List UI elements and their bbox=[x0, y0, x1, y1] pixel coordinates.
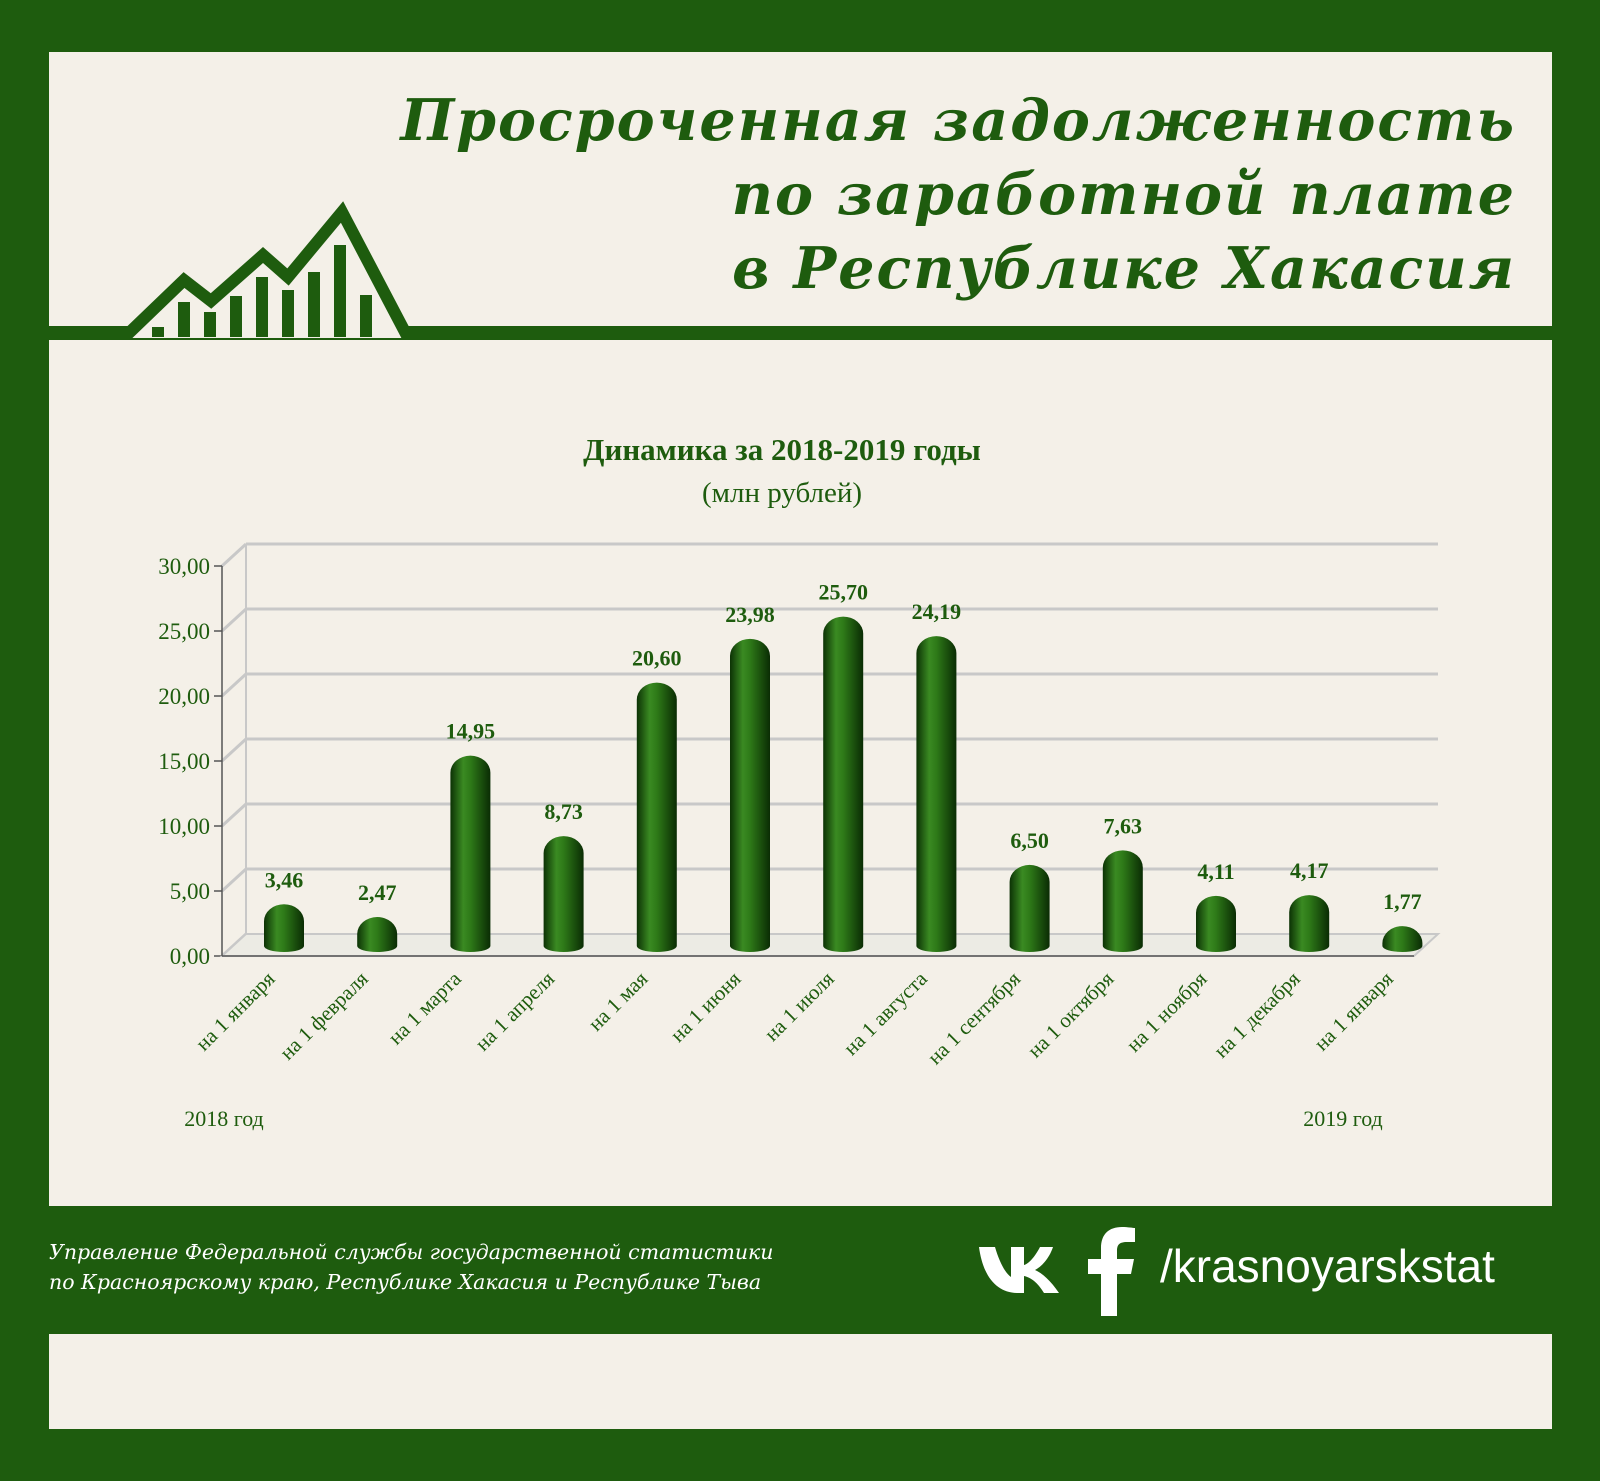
y-tick-label: 15,00 bbox=[158, 749, 210, 774]
bar bbox=[357, 917, 398, 952]
bar bbox=[543, 836, 584, 952]
x-tick-label: на 1 июля bbox=[759, 966, 839, 1046]
page-title: Просроченная задолженность по заработной… bbox=[400, 84, 1516, 306]
x-tick-label: на 1 декабря bbox=[1209, 966, 1305, 1062]
x-tick-label: на 1 января bbox=[1309, 966, 1398, 1055]
x-tick-label: на 1 апреля bbox=[470, 966, 559, 1055]
year-label-2019: 2019 год bbox=[1303, 1106, 1383, 1131]
data-label: 8,73 bbox=[544, 799, 583, 824]
x-tick-label: на 1 августа bbox=[839, 966, 933, 1060]
y-tick-label: 30,00 bbox=[158, 554, 210, 579]
data-label: 1,77 bbox=[1383, 889, 1422, 914]
data-label: 24,19 bbox=[912, 599, 962, 624]
bar bbox=[636, 682, 677, 952]
x-tick-label: на 1 мая bbox=[583, 966, 652, 1035]
x-tick-label: на 1 сентября bbox=[923, 966, 1026, 1069]
gridline-diagonal bbox=[220, 802, 248, 828]
social-handle[interactable]: /krasnoyarskstat bbox=[1160, 1240, 1495, 1292]
bar bbox=[264, 904, 304, 952]
chart-title: Динамика за 2018-2019 годы bbox=[583, 432, 981, 467]
footer-organization: Управление Федеральной службы государств… bbox=[49, 1237, 774, 1297]
bar bbox=[916, 636, 957, 952]
bottom-blank-panel bbox=[49, 1334, 1552, 1429]
chart-panel bbox=[49, 340, 1552, 1206]
bar bbox=[1196, 895, 1236, 952]
x-tick-label: на 1 октября bbox=[1023, 966, 1119, 1062]
bar bbox=[1102, 850, 1143, 952]
y-tick-label: 25,00 bbox=[158, 619, 210, 644]
x-tick-label: на 1 марта bbox=[383, 966, 466, 1049]
y-tick-label: 10,00 bbox=[158, 814, 210, 839]
title-line-2: по заработной плате bbox=[731, 161, 1516, 228]
header-panel bbox=[49, 52, 1552, 338]
gridline-diagonal bbox=[220, 737, 248, 763]
data-label: 25,70 bbox=[818, 580, 868, 605]
gridline-diagonal bbox=[220, 607, 248, 633]
data-label: 23,98 bbox=[725, 602, 775, 627]
title-line-1: Просроченная задолженность bbox=[400, 87, 1516, 154]
y-tick-label: 5,00 bbox=[170, 879, 210, 904]
facebook-icon[interactable] bbox=[1086, 1226, 1138, 1316]
bar bbox=[1289, 895, 1330, 952]
bar bbox=[1009, 864, 1050, 952]
chart-subtitle: (млн рублей) bbox=[702, 477, 862, 509]
x-tick-label: на 1 января bbox=[191, 966, 280, 1055]
data-label: 20,60 bbox=[632, 646, 682, 671]
bar bbox=[1382, 926, 1423, 952]
org-line-2: по Красноярскому краю, Республике Хакаси… bbox=[49, 1270, 762, 1294]
org-line-1: Управление Федеральной службы государств… bbox=[49, 1240, 774, 1264]
y-tick-label: 20,00 bbox=[158, 684, 210, 709]
x-tick-label: на 1 февраля bbox=[275, 966, 373, 1064]
data-label: 4,17 bbox=[1290, 858, 1329, 883]
bar-chart: Динамика за 2018-2019 годы (млн рублей) 0,… bbox=[158, 432, 1441, 1131]
x-tick-label: на 1 июня bbox=[665, 966, 745, 1046]
bar bbox=[450, 755, 491, 952]
data-label: 3,46 bbox=[265, 867, 304, 892]
x-tick-label: на 1 ноября bbox=[1121, 966, 1211, 1056]
rising-bar-chart-icon bbox=[49, 201, 1552, 338]
vk-icon[interactable] bbox=[977, 1237, 1063, 1297]
data-label: 2,47 bbox=[358, 880, 397, 905]
year-label-2018: 2018 год bbox=[184, 1106, 264, 1131]
gridline-diagonal bbox=[220, 542, 248, 568]
data-label: 14,95 bbox=[446, 719, 496, 744]
data-label: 6,50 bbox=[1010, 828, 1049, 853]
y-tick-label: 0,00 bbox=[170, 944, 210, 969]
gridline-diagonal bbox=[220, 867, 248, 893]
bar bbox=[823, 616, 864, 952]
data-label: 7,63 bbox=[1104, 813, 1143, 838]
data-label: 4,11 bbox=[1197, 859, 1234, 884]
gridline-diagonal bbox=[220, 672, 248, 698]
title-line-3: в Республике Хакасия bbox=[732, 235, 1516, 302]
bar bbox=[730, 638, 770, 952]
